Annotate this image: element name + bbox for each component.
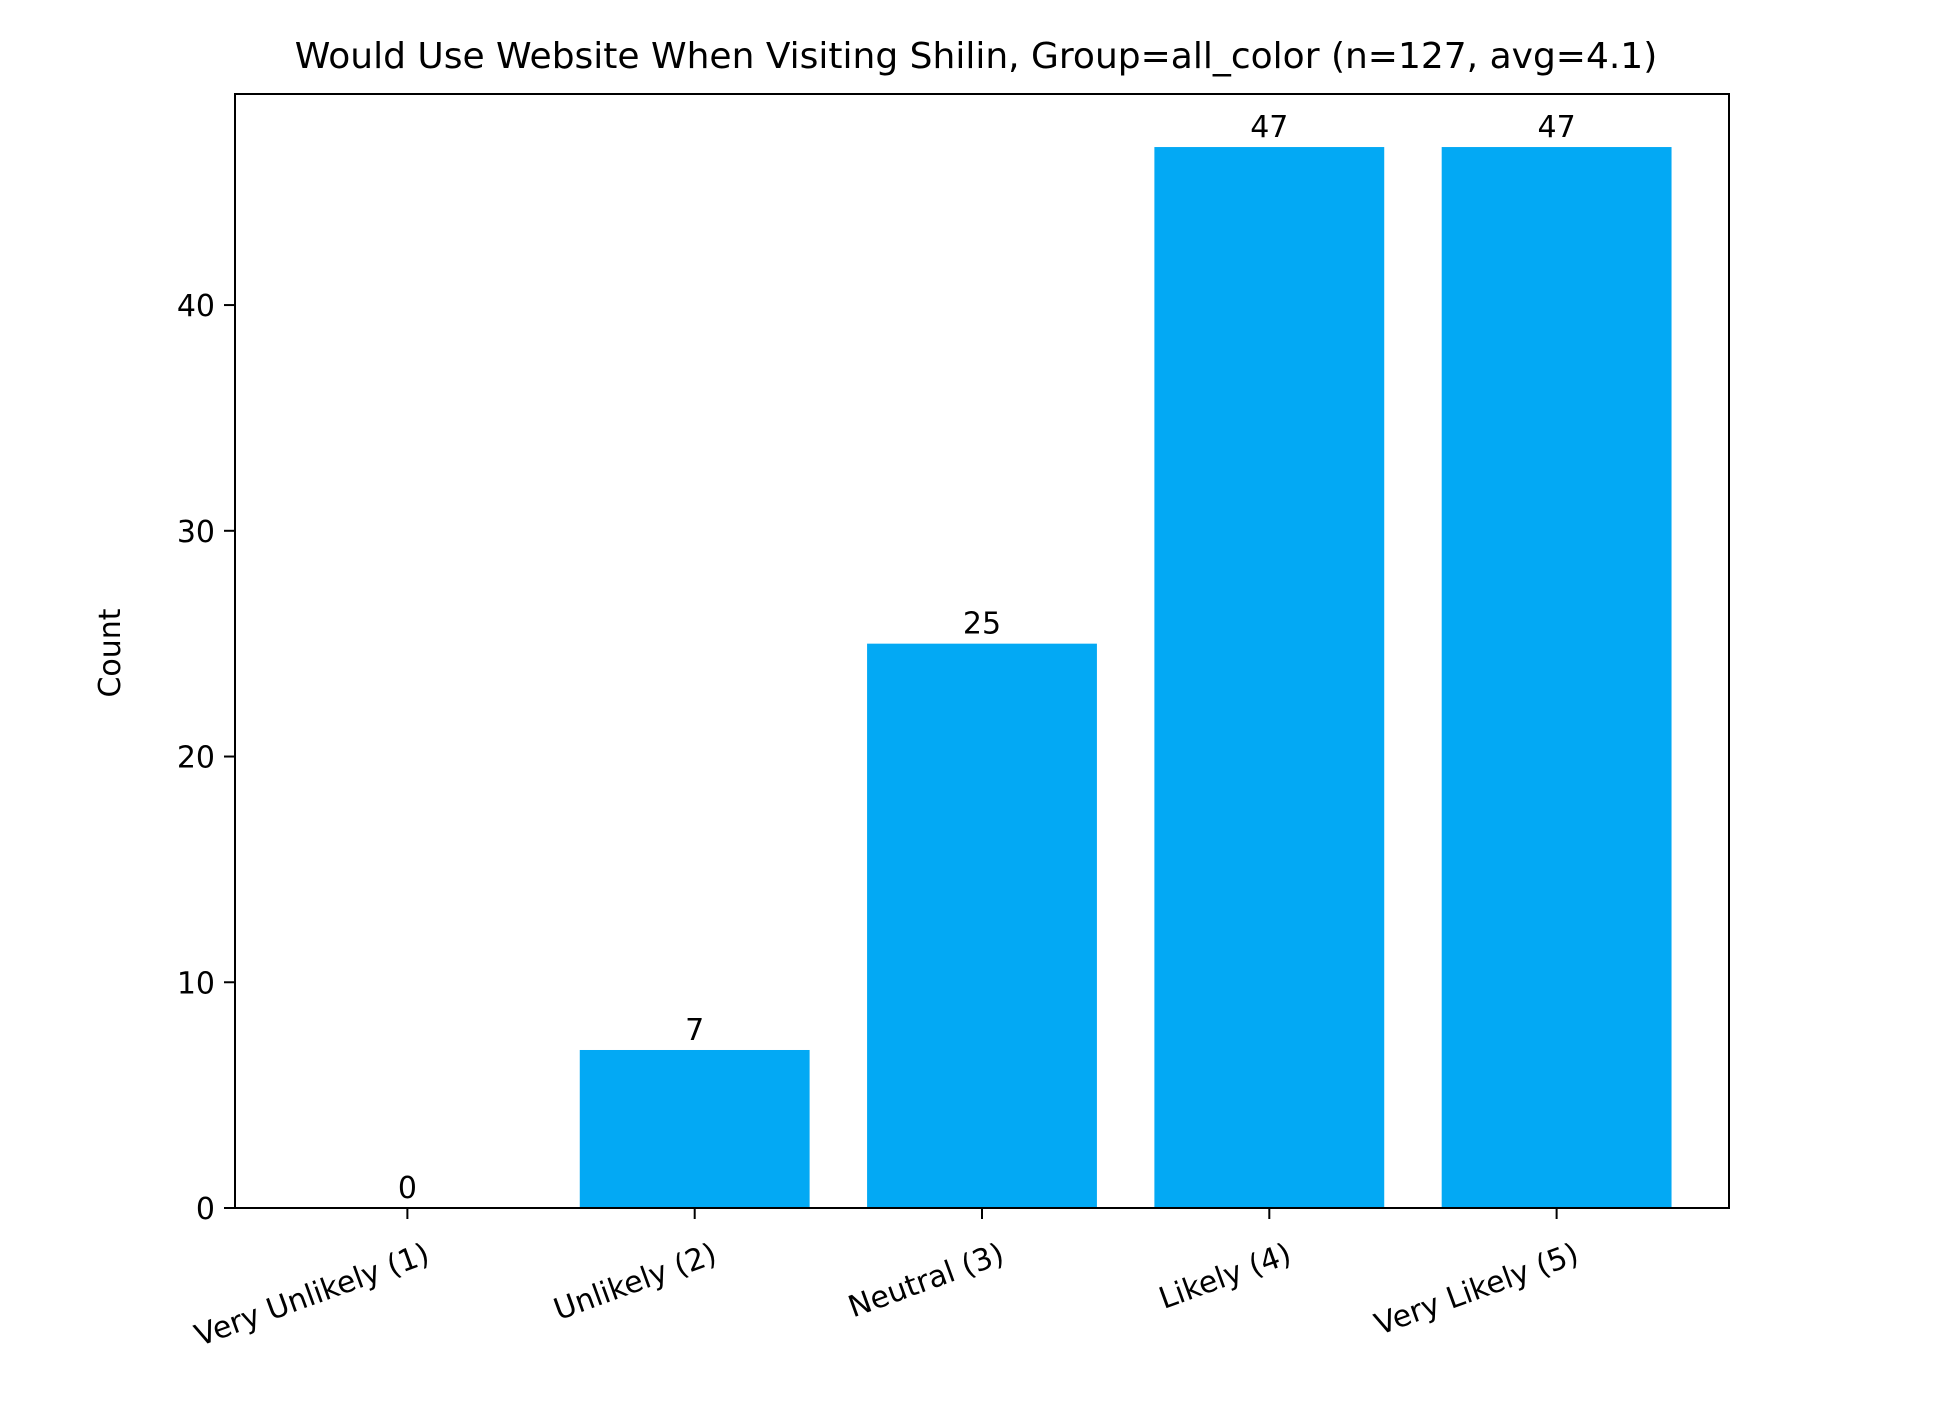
bar-value-label: 7 [685,1013,704,1048]
x-tick-label: Neutral (3) [844,1237,1009,1326]
bar-value-label: 47 [1250,110,1288,145]
x-axis: Very Unlikely (1) Unlikely (2) Neutral (3)… [190,1208,1583,1354]
x-tick-label: Unlikely (2) [549,1237,721,1328]
y-tick-label: 20 [177,741,215,776]
y-tick-label: 30 [177,515,215,550]
bar-value-label: 47 [1538,110,1576,145]
y-axis-label: Count [93,608,128,697]
bar-value-label: 0 [398,1171,417,1206]
bar [579,1049,810,1208]
y-tick-label: 40 [177,289,215,324]
x-tick-label: Very Unlikely (1) [190,1237,434,1354]
x-tick-label: Very Likely (5) [1370,1237,1583,1343]
value-labels-layer: 0 7 25 47 47 [398,110,1576,1206]
y-tick-label: 0 [196,1192,215,1227]
bar [1154,147,1385,1209]
bars-layer [579,147,1672,1209]
y-tick-label: 10 [177,966,215,1001]
y-axis: 0 10 20 30 40 [177,289,235,1227]
chart-title: Would Use Website When Visiting Shilin, … [295,36,1658,77]
bar-value-label: 25 [963,607,1001,642]
bar [1441,147,1672,1209]
x-tick-label: Likely (4) [1154,1237,1296,1317]
plot-frame [234,93,1730,1209]
bar [867,643,1097,1208]
